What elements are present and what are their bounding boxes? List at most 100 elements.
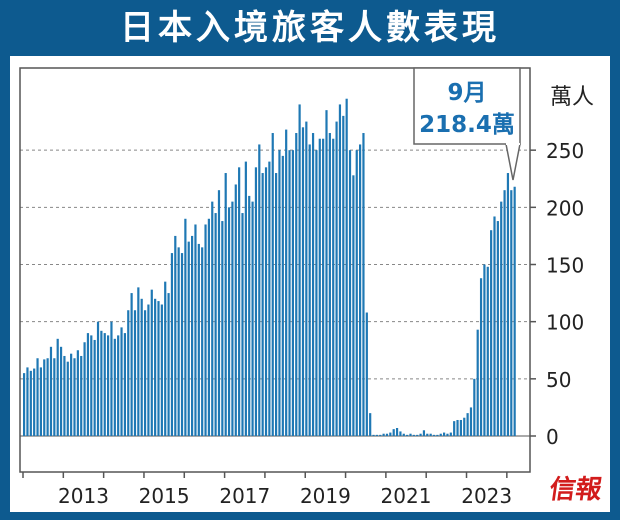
bar	[402, 433, 405, 436]
x-tick-label: 2019	[300, 484, 351, 508]
callout-month: 9月	[447, 80, 486, 106]
plot-frame	[19, 67, 531, 473]
bar	[295, 133, 298, 436]
bar	[133, 310, 137, 436]
bar	[318, 138, 321, 436]
bar	[459, 419, 462, 436]
bars	[23, 98, 516, 437]
bar	[342, 115, 345, 436]
bar	[278, 150, 281, 437]
bar	[164, 281, 167, 436]
bar	[23, 373, 26, 436]
bar	[369, 413, 372, 436]
bar	[422, 430, 426, 436]
bar	[291, 150, 294, 437]
bar	[29, 370, 32, 436]
bar	[271, 133, 274, 436]
bar	[184, 218, 187, 436]
bar	[53, 358, 56, 436]
bar	[160, 304, 163, 436]
bar	[204, 224, 207, 436]
bar	[479, 278, 483, 436]
bar	[258, 144, 261, 436]
bar	[180, 253, 184, 436]
bar	[338, 104, 342, 437]
bar	[194, 224, 197, 436]
bar	[469, 407, 473, 436]
bar	[157, 301, 160, 436]
bar	[167, 293, 170, 436]
bar	[486, 266, 489, 436]
bar	[275, 173, 278, 436]
bar	[476, 329, 479, 436]
bar	[224, 173, 227, 436]
bar	[268, 161, 271, 436]
y-tick-label: 250	[546, 139, 584, 163]
bar	[352, 175, 355, 436]
bar	[385, 433, 389, 436]
bar	[298, 104, 301, 437]
bar	[103, 333, 106, 436]
bar	[49, 346, 53, 436]
bar	[261, 173, 264, 436]
bar	[449, 432, 452, 436]
bar	[506, 173, 510, 436]
bar	[238, 167, 241, 436]
bar	[315, 150, 318, 437]
bar	[382, 433, 385, 436]
bar	[214, 213, 217, 436]
bar	[251, 201, 254, 436]
bar	[217, 190, 221, 436]
bar	[83, 342, 86, 436]
bar	[412, 434, 415, 436]
bar	[399, 431, 402, 436]
chart-panel: 0 50 100 150 200 250 2013 2015 2017 2019 2021 2023…	[10, 56, 610, 512]
bar	[432, 434, 436, 436]
bar	[443, 432, 446, 436]
bar	[137, 287, 140, 436]
bar	[496, 221, 499, 436]
bar	[419, 433, 422, 436]
bar	[110, 321, 113, 436]
x-tick-label: 2023	[461, 484, 512, 508]
bar	[80, 355, 83, 436]
bar	[63, 355, 66, 436]
bar	[355, 150, 358, 437]
bar	[33, 368, 36, 436]
bar	[362, 133, 365, 436]
bar	[429, 433, 432, 436]
y-tick-label: 200	[546, 196, 584, 220]
bar	[143, 310, 147, 436]
bar	[211, 201, 214, 436]
bar	[439, 433, 442, 436]
bar	[73, 358, 76, 436]
bar	[56, 338, 59, 436]
callout-value: 218.4萬	[419, 112, 515, 138]
bar	[308, 144, 311, 436]
bar	[301, 127, 305, 437]
bar	[365, 312, 368, 436]
bar	[201, 247, 204, 436]
y-tick-label: 100	[546, 311, 584, 335]
bar	[187, 241, 190, 436]
bar	[147, 304, 150, 436]
bar	[127, 310, 130, 436]
bar	[513, 186, 516, 436]
bar	[36, 358, 39, 436]
bar	[66, 361, 69, 436]
bar	[426, 433, 429, 436]
bar	[322, 138, 325, 436]
bar	[453, 421, 456, 436]
bar	[503, 190, 506, 436]
bar	[207, 218, 210, 436]
bar	[248, 195, 251, 436]
bar	[325, 110, 328, 437]
bar	[379, 434, 382, 436]
bar	[26, 367, 29, 436]
bar	[392, 429, 395, 436]
bar	[43, 359, 46, 436]
bar	[120, 327, 123, 436]
bar	[150, 289, 153, 436]
bar	[510, 190, 513, 436]
bar	[375, 434, 378, 436]
